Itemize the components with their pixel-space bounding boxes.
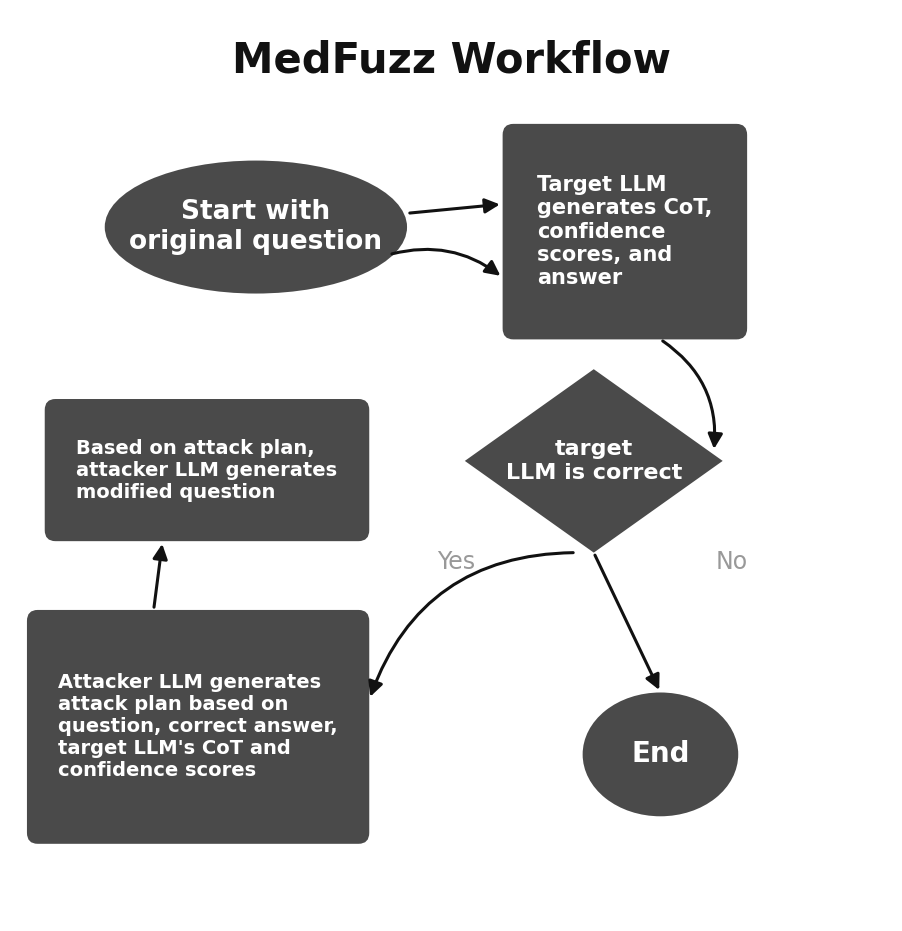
Text: No: No	[714, 550, 747, 573]
FancyBboxPatch shape	[27, 610, 369, 843]
Ellipse shape	[105, 160, 407, 293]
Text: Yes: Yes	[437, 550, 474, 573]
Text: MedFuzz Workflow: MedFuzz Workflow	[232, 39, 670, 81]
Text: target
LLM is correct: target LLM is correct	[505, 439, 681, 482]
Text: Attacker LLM generates
attack plan based on
question, correct answer,
target LLM: Attacker LLM generates attack plan based…	[59, 673, 337, 780]
Text: Target LLM
generates CoT,
confidence
scores, and
answer: Target LLM generates CoT, confidence sco…	[537, 175, 712, 288]
Polygon shape	[465, 370, 722, 553]
Text: Based on attack plan,
attacker LLM generates
modified question: Based on attack plan, attacker LLM gener…	[77, 439, 337, 502]
Text: Start with
original question: Start with original question	[129, 199, 382, 255]
FancyBboxPatch shape	[45, 399, 369, 541]
FancyBboxPatch shape	[502, 124, 746, 340]
Text: End: End	[630, 740, 689, 768]
Ellipse shape	[582, 693, 738, 816]
